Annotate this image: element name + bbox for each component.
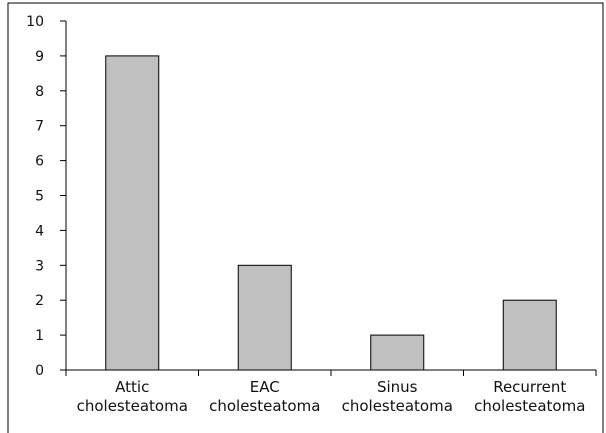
y-tick-label: 5 xyxy=(35,189,44,205)
y-tick-label: 2 xyxy=(35,293,44,309)
bars xyxy=(105,55,557,371)
category-label: Sinus xyxy=(377,378,418,396)
category-label: EAC xyxy=(250,378,280,396)
y-tick-label: 1 xyxy=(35,328,44,344)
y-tick-label: 0 xyxy=(35,363,44,379)
category-label: Recurrent xyxy=(493,378,566,396)
y-tick-label: 7 xyxy=(35,119,44,135)
y-tick-label: 8 xyxy=(35,84,44,100)
y-tick-label: 4 xyxy=(35,223,44,239)
chart-border xyxy=(7,2,604,433)
category-label: cholesteatoma xyxy=(342,397,453,415)
category-label: cholesteatoma xyxy=(209,397,320,415)
bar-0 xyxy=(105,55,160,371)
y-tick-label: 3 xyxy=(35,258,44,274)
x-axis xyxy=(65,369,597,376)
category-label: cholesteatoma xyxy=(77,397,188,415)
category-label: Attic xyxy=(115,378,149,396)
y-tick-label: 9 xyxy=(35,49,44,65)
y-tick-label: 10 xyxy=(26,14,44,30)
bar-1 xyxy=(237,264,292,371)
bar-3 xyxy=(502,299,557,371)
category-labels: AtticcholesteatomaEACcholesteatomaSinusc… xyxy=(77,378,586,415)
y-axis: 0 1 2 3 4 5 6 7 8 9 10 xyxy=(26,14,67,379)
bar-2 xyxy=(370,334,425,371)
y-tick-label: 6 xyxy=(35,154,44,170)
category-label: cholesteatoma xyxy=(474,397,585,415)
